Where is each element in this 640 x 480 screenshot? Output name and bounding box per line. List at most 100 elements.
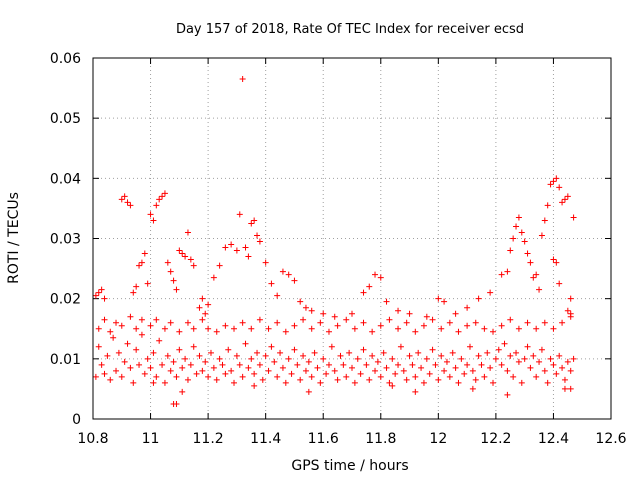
data-point <box>455 379 462 386</box>
data-point <box>297 376 304 383</box>
data-point <box>369 352 376 359</box>
data-point <box>279 268 286 275</box>
data-point <box>510 235 517 242</box>
data-point <box>469 385 476 392</box>
data-point <box>144 280 151 287</box>
data-point <box>179 388 186 395</box>
data-point <box>236 361 243 368</box>
data-point <box>222 322 229 329</box>
data-point <box>487 364 494 371</box>
data-point <box>136 262 143 269</box>
data-point <box>343 373 350 380</box>
data-point <box>98 286 105 293</box>
data-point <box>515 214 522 221</box>
data-point <box>360 346 367 353</box>
x-tick-labels: 10.8 11 11.2 11.4 11.6 11.8 12 12.2 12.4 12.6 <box>77 431 626 447</box>
data-point <box>274 373 281 380</box>
data-point <box>461 370 468 377</box>
y-tick-labels: 0 0.01 0.02 0.03 0.04 0.05 0.06 <box>50 51 81 428</box>
data-point <box>92 292 99 299</box>
data-point <box>118 373 125 380</box>
data-point <box>150 379 157 386</box>
data-point <box>101 370 108 377</box>
data-point <box>239 76 246 83</box>
data-point <box>184 229 191 236</box>
data-point <box>406 310 413 317</box>
data-point <box>187 361 194 368</box>
data-point <box>216 262 223 269</box>
data-point <box>271 358 278 365</box>
x-tick-label: 12.6 <box>595 431 626 447</box>
data-point <box>167 268 174 275</box>
data-point <box>403 319 410 326</box>
x-tick-label: 12.4 <box>538 431 569 447</box>
data-point <box>412 388 419 395</box>
data-point <box>138 331 145 338</box>
data-point <box>308 307 315 314</box>
data-point <box>446 373 453 380</box>
data-point <box>366 283 373 290</box>
data-point <box>426 370 433 377</box>
data-point <box>124 199 131 206</box>
data-point <box>265 367 272 374</box>
data-point <box>222 244 229 251</box>
data-point <box>104 352 111 359</box>
data-point <box>553 175 560 182</box>
data-point <box>184 319 191 326</box>
data-point <box>524 319 531 326</box>
data-point <box>423 313 430 320</box>
data-point <box>242 340 249 347</box>
data-point <box>521 238 528 245</box>
data-point <box>256 361 263 368</box>
data-point <box>179 250 186 257</box>
data-point <box>501 340 508 347</box>
data-point <box>389 382 396 389</box>
data-point <box>239 319 246 326</box>
data-point <box>147 364 154 371</box>
data-point <box>130 379 137 386</box>
data-point <box>92 373 99 380</box>
data-point <box>435 376 442 383</box>
data-point <box>366 376 373 383</box>
data-point <box>320 310 327 317</box>
data-point <box>285 271 292 278</box>
data-point <box>156 196 163 203</box>
data-point <box>556 184 563 191</box>
data-point <box>323 370 330 377</box>
data-point <box>147 211 154 218</box>
data-point <box>256 238 263 245</box>
data-point <box>438 325 445 332</box>
data-point <box>386 316 393 323</box>
data-point <box>274 319 281 326</box>
data-point <box>308 325 315 332</box>
data-point <box>274 292 281 299</box>
data-point <box>107 328 114 335</box>
data-point <box>441 298 448 305</box>
data-point <box>504 268 511 275</box>
data-point <box>533 325 540 332</box>
data-point <box>150 217 157 224</box>
x-tick-label: 11.8 <box>365 431 396 447</box>
data-point <box>317 319 324 326</box>
data-point <box>127 202 134 209</box>
data-point <box>277 349 284 356</box>
data-point <box>507 316 514 323</box>
data-point <box>556 280 563 287</box>
data-point <box>233 247 240 254</box>
data-point <box>305 388 312 395</box>
data-point <box>259 376 266 383</box>
data-point <box>334 376 341 383</box>
data-point <box>538 232 545 239</box>
data-point <box>556 352 563 359</box>
data-point <box>343 316 350 323</box>
data-point <box>228 367 235 374</box>
y-tick-label: 0.03 <box>50 232 81 248</box>
data-point <box>262 259 269 266</box>
data-point <box>331 367 338 374</box>
data-point <box>167 319 174 326</box>
data-point <box>138 259 145 266</box>
data-point <box>570 355 577 362</box>
data-point <box>510 373 517 380</box>
data-point <box>403 376 410 383</box>
